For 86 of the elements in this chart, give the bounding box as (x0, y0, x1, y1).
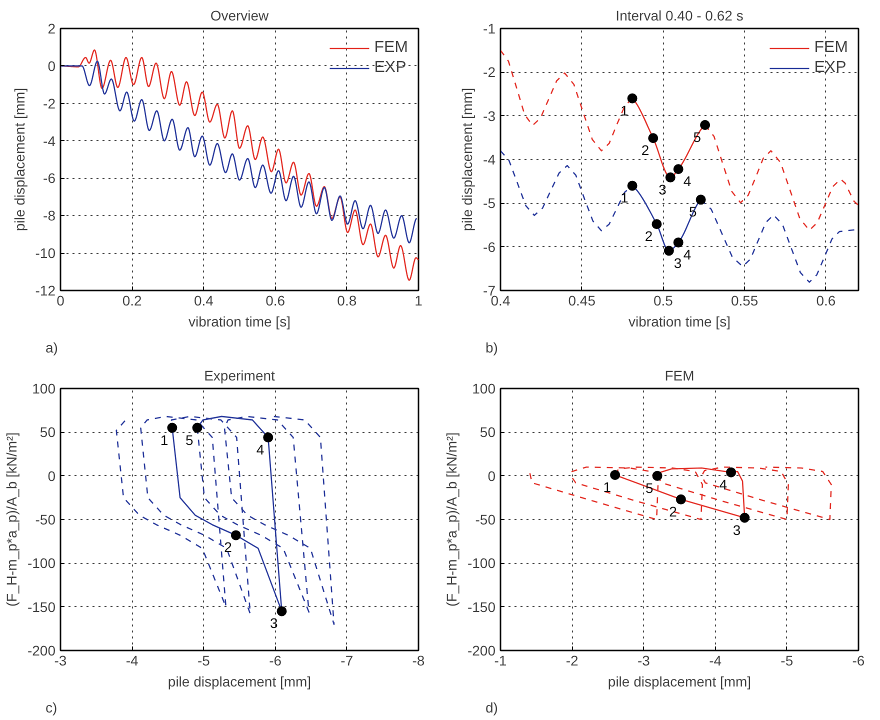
y-tick-label: -3 (483, 108, 496, 124)
annotation: 4 (256, 441, 264, 458)
y-tick-label: -150 (467, 598, 496, 615)
y-axis-title: pile displacement [mm] (459, 88, 476, 232)
y-tick-label: -2 (43, 95, 56, 112)
x-tick-label: 0.6 (266, 292, 286, 308)
annotation: 1 (603, 478, 612, 495)
y-tick-label: 50 (480, 424, 496, 440)
x-tick-label: -6 (269, 652, 282, 668)
text: d) (486, 700, 498, 716)
y-tick-label: -150 (27, 598, 56, 615)
y-tick-label: -50 (475, 512, 496, 528)
chart-title: Experiment (204, 368, 276, 384)
x-tick-label: 0.4 (194, 292, 214, 308)
annotation: 1 (160, 432, 168, 448)
y-axis-title: (F_H-m_p*a_p)/A_b [kN/m²] (443, 432, 460, 607)
x-tick-label: 0.5 (653, 292, 674, 308)
y-tick-label: 0 (48, 58, 56, 74)
y-tick-label: -5 (483, 195, 496, 212)
legend-label: EXP (814, 59, 846, 77)
x-tick-label: 0.6 (816, 292, 836, 308)
chart-title: Overview (210, 8, 270, 24)
y-tick-label: 100 (472, 380, 496, 396)
annotation: 1 (620, 102, 629, 118)
annotation: 2 (224, 539, 232, 556)
y-tick-label: -6 (43, 170, 56, 186)
y-tick-label: -2 (483, 64, 496, 80)
y-tick-label: -50 (35, 512, 56, 528)
annotation: 4 (683, 246, 692, 262)
y-tick-label: -8 (43, 208, 56, 224)
y-tick-label: -6 (483, 238, 496, 255)
y-tick-label: -12 (35, 282, 56, 298)
y-tick-label: 100 (32, 380, 56, 396)
x-tick-label: -7 (340, 652, 354, 668)
x-tick-label: -4 (126, 652, 139, 668)
annotation: 3 (732, 522, 741, 538)
legend-label: FEM (374, 39, 408, 57)
annotation: 5 (185, 432, 194, 448)
text: b) (486, 340, 498, 356)
annotation: 2 (644, 228, 653, 244)
x-axis-title: pile displacement [mm] (608, 674, 752, 690)
y-tick-label: -100 (467, 555, 496, 572)
x-tick-label: -5 (780, 652, 794, 668)
y-axis-title: (F_H-m_p*a_p)/A_b [kN/m²] (3, 432, 20, 607)
x-axis-title: vibration time [s] (188, 314, 290, 330)
chart-title: FEM (664, 368, 694, 384)
text: a) (46, 340, 58, 356)
x-tick-label: 0.55 (730, 292, 758, 308)
y-tick-label: 0 (48, 468, 56, 484)
y-tick-label: -200 (467, 642, 496, 658)
x-tick-label: -6 (852, 652, 865, 668)
annotation: 2 (669, 503, 678, 520)
x-axis-title: vibration time [s] (628, 314, 730, 330)
annotation: 1 (620, 190, 629, 206)
y-tick-label: 50 (40, 424, 56, 440)
chart-title: Interval 0.40 - 0.62 s (616, 8, 744, 24)
y-axis-title: pile displacement [mm] (11, 88, 28, 232)
x-tick-label: 0.8 (337, 292, 357, 308)
annotation: 4 (683, 173, 692, 190)
y-tick-label: -4 (43, 132, 56, 149)
annotation: 3 (270, 615, 278, 632)
y-tick-label: -100 (27, 555, 56, 572)
annotation: 3 (658, 181, 667, 198)
x-tick-label: 0.2 (122, 292, 142, 308)
annotation: 4 (719, 476, 728, 492)
y-tick-label: -200 (27, 642, 56, 658)
annotation: 2 (641, 142, 650, 158)
x-axis-title: pile displacement [mm] (168, 674, 312, 690)
y-tick-label: 0 (488, 468, 496, 484)
legend-label: FEM (814, 39, 848, 57)
x-tick-label: -5 (197, 652, 210, 668)
y-tick-label: -4 (483, 152, 496, 168)
y-tick-label: -10 (35, 245, 56, 262)
x-tick-label: -2 (566, 652, 579, 668)
x-tick-label: 0.45 (568, 292, 596, 308)
x-tick-label: -3 (637, 652, 650, 668)
legend-label: EXP (374, 59, 406, 77)
x-tick-label: -4 (709, 652, 722, 668)
y-tick-label: -1 (483, 20, 496, 36)
x-tick-label: -1 (494, 652, 507, 668)
y-tick-label: 2 (48, 20, 56, 36)
annotation: 3 (674, 254, 682, 271)
x-tick-label: -8 (412, 652, 425, 668)
x-tick-label: 1 (414, 292, 423, 308)
x-tick-label: 0.4 (490, 292, 510, 308)
text: c) (46, 700, 58, 716)
